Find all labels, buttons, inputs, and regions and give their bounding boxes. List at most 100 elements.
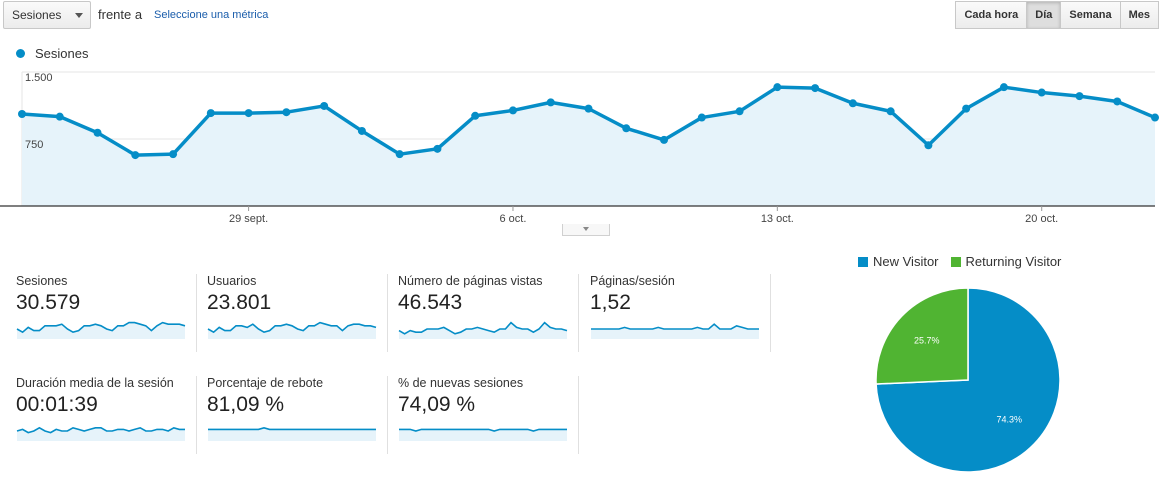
metric-sparkline — [16, 321, 186, 339]
new-visitor-swatch-icon — [858, 256, 868, 267]
sessions-point[interactable] — [622, 124, 631, 133]
metric-value: 00:01:39 — [16, 393, 98, 416]
day-button[interactable]: Día — [1026, 1, 1062, 29]
sessions-point[interactable] — [1151, 113, 1159, 122]
sessions-point[interactable] — [886, 107, 895, 116]
sessions-point[interactable] — [1113, 97, 1122, 106]
metric-divider — [196, 274, 197, 352]
sessions-point[interactable] — [660, 135, 669, 144]
sessions-area — [22, 87, 1155, 206]
sessions-point[interactable] — [584, 104, 593, 113]
sessions-point[interactable] — [848, 99, 857, 108]
metric-card[interactable]: Páginas/sesión 1,52 — [590, 274, 762, 341]
metric-card[interactable]: Duración media de la sesión 00:01:39 — [16, 376, 188, 443]
sessions-point[interactable] — [18, 109, 26, 118]
sparkline-line — [16, 321, 186, 334]
sparkline-line — [16, 426, 185, 434]
pie-slice-label: 25.7% — [914, 336, 940, 346]
metric-card[interactable]: % de nuevas sesiones 74,09 % — [398, 376, 570, 443]
granularity-buttons: Cada hora Día Semana Mes — [955, 1, 1159, 29]
metric-value: 1,52 — [590, 291, 631, 314]
sessions-point[interactable] — [697, 113, 706, 122]
metric-name: Sesiones — [16, 274, 68, 288]
sparkline-area — [591, 324, 759, 339]
sessions-line-chart: 1.500 750 29 sept. 6 oct. 13 oct. 20 oct. — [0, 71, 1159, 225]
metric-value: 30.579 — [16, 291, 81, 314]
series-marker-icon — [16, 49, 25, 58]
sessions-point[interactable] — [811, 84, 820, 93]
hourly-button[interactable]: Cada hora — [955, 1, 1028, 29]
metric-name: Porcentaje de rebote — [207, 376, 324, 390]
y-tick-label: 1.500 — [25, 72, 53, 84]
metric-sparkline — [399, 428, 567, 441]
month-button[interactable]: Mes — [1119, 1, 1159, 29]
line-chart-legend[interactable]: Sesiones — [16, 46, 88, 61]
sessions-point[interactable] — [244, 109, 253, 118]
metric-sparkline — [591, 323, 759, 339]
sessions-point[interactable] — [735, 107, 744, 116]
metric-divider — [578, 274, 579, 352]
metric-divider — [387, 376, 388, 454]
chevron-down-icon — [75, 13, 83, 18]
x-tick-label: 6 oct. — [500, 213, 527, 225]
versus-label: frente a — [98, 7, 143, 22]
metric-select[interactable]: Sesiones — [3, 1, 91, 29]
x-tick-label: 20 oct. — [1025, 213, 1058, 225]
metric-divider — [578, 376, 579, 454]
week-button[interactable]: Semana — [1060, 1, 1121, 29]
sessions-point[interactable] — [131, 151, 140, 160]
sessions-point[interactable] — [282, 108, 291, 117]
sessions-point[interactable] — [206, 109, 215, 118]
metric-value: 23.801 — [207, 291, 272, 314]
x-tick-label: 29 sept. — [229, 213, 268, 225]
sessions-point[interactable] — [924, 141, 933, 150]
y-tick-label: 750 — [25, 139, 43, 151]
sparkline-area — [17, 427, 185, 441]
sessions-point[interactable] — [471, 111, 480, 120]
metric-card[interactable]: Usuarios 23.801 — [207, 274, 379, 341]
legend-new-visitor-label: New Visitor — [873, 254, 939, 269]
sessions-point[interactable] — [433, 144, 442, 153]
pie-legend: New Visitor Returning Visitor — [858, 254, 1073, 269]
sessions-point[interactable] — [93, 128, 102, 137]
sessions-point[interactable] — [773, 83, 782, 92]
sparkline-line — [398, 321, 568, 335]
metric-sparkline — [16, 426, 185, 441]
metric-card[interactable]: Número de páginas vistas 46.543 — [398, 274, 570, 341]
sessions-point[interactable] — [1075, 92, 1084, 101]
metric-sparkline — [208, 426, 376, 441]
x-tick-label: 13 oct. — [761, 213, 794, 225]
sessions-point[interactable] — [55, 112, 64, 121]
sessions-point[interactable] — [962, 104, 971, 113]
metric-sparkline — [398, 321, 568, 339]
metric-name: Páginas/sesión — [590, 274, 675, 288]
sessions-point[interactable] — [169, 150, 178, 159]
collapse-chart-handle[interactable] — [562, 224, 610, 236]
select-metric-link[interactable]: Seleccione una métrica — [154, 9, 269, 21]
metric-card[interactable]: Porcentaje de rebote 81,09 % — [207, 376, 379, 443]
sessions-point[interactable] — [395, 150, 404, 159]
sessions-point[interactable] — [999, 83, 1008, 92]
sparkline-area — [17, 322, 185, 339]
sessions-point[interactable] — [320, 101, 329, 110]
sessions-point[interactable] — [546, 98, 555, 107]
returning-visitor-swatch-icon — [950, 256, 961, 267]
sparkline-line — [399, 428, 567, 432]
metric-card[interactable]: Sesiones 30.579 — [16, 274, 188, 341]
metric-divider — [196, 376, 197, 454]
metric-select-value: Sesiones — [12, 8, 62, 22]
sparkline-line — [208, 426, 376, 431]
sessions-point[interactable] — [357, 126, 366, 135]
sessions-point[interactable] — [1037, 88, 1046, 97]
legend-new-visitor[interactable]: New Visitor — [858, 254, 939, 269]
pie-slice-returning-visitor[interactable] — [875, 287, 969, 385]
metric-name: % de nuevas sesiones — [398, 376, 524, 390]
metric-value: 74,09 % — [398, 393, 476, 416]
sessions-point[interactable] — [508, 106, 517, 115]
pie-slice-label: 74.3% — [996, 414, 1022, 424]
sparkline-area — [208, 427, 376, 441]
metric-divider — [387, 274, 388, 352]
legend-returning-visitor[interactable]: Returning Visitor — [950, 254, 1061, 269]
metric-divider — [770, 274, 771, 352]
sparkline-line — [207, 321, 377, 334]
